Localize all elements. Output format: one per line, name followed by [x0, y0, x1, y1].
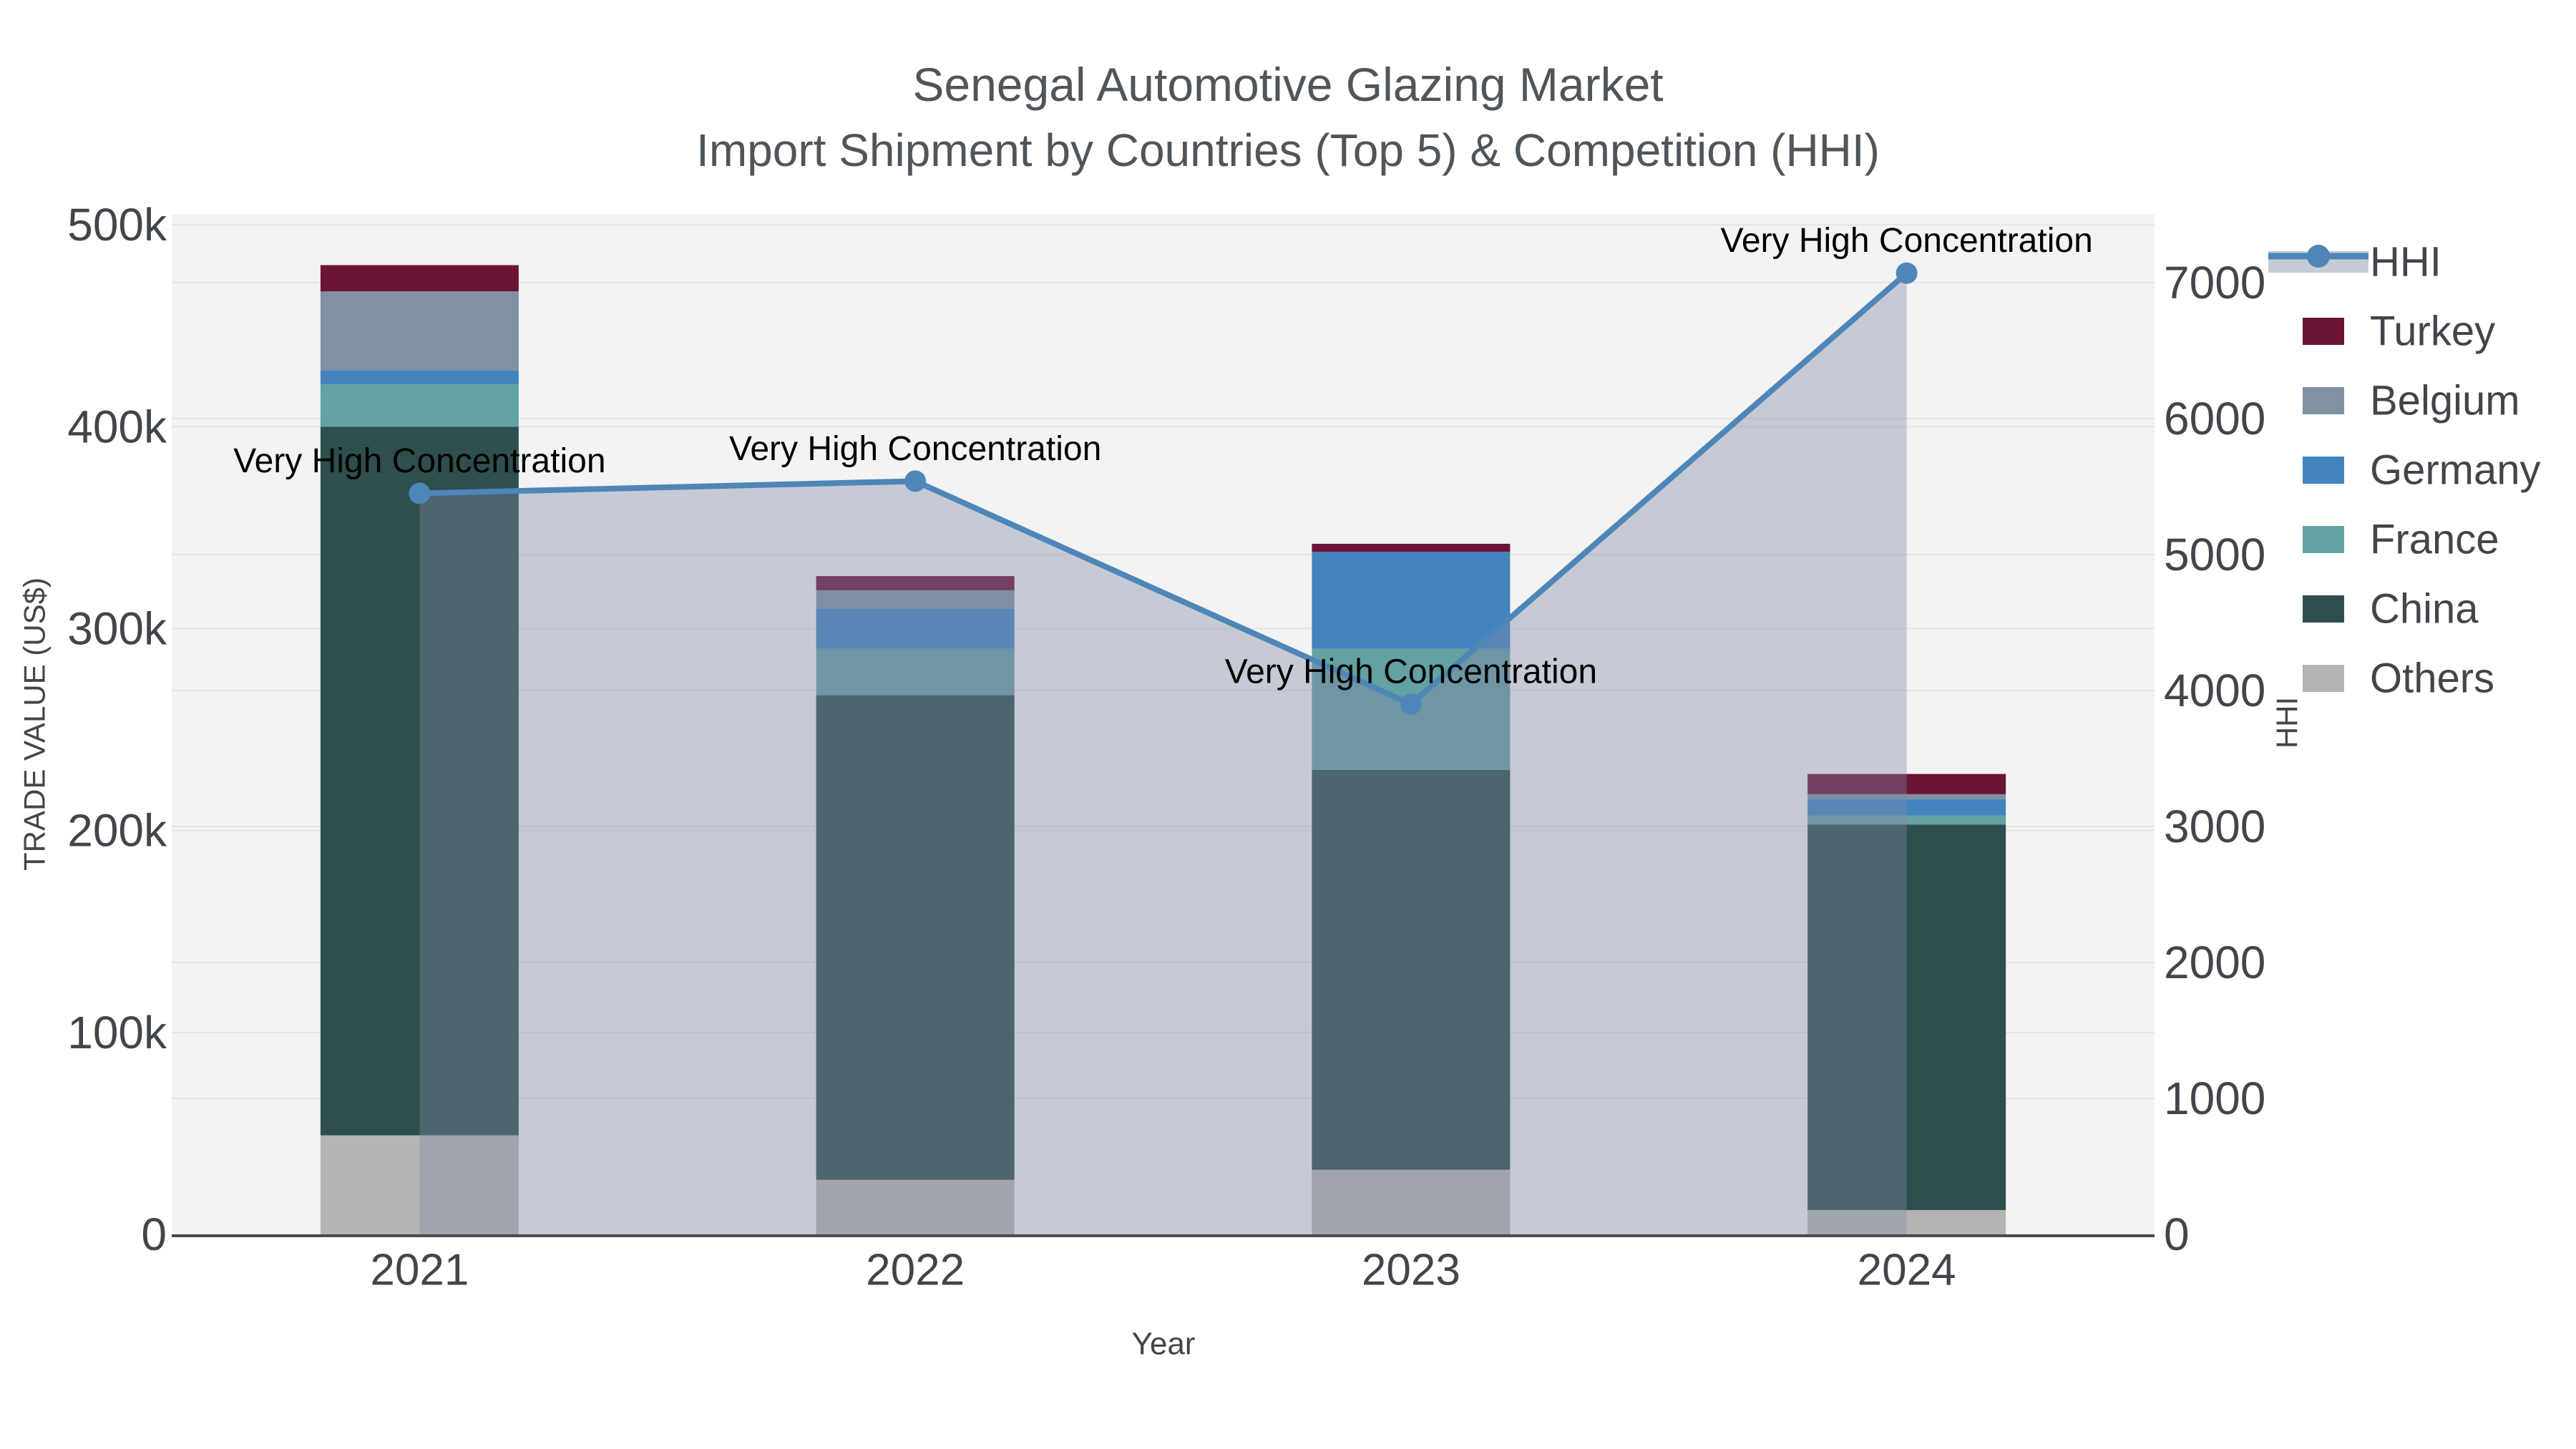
- bar-segment-turkey[interactable]: [320, 265, 519, 292]
- bar-segment-france[interactable]: [816, 648, 1015, 696]
- y-axis-label-left: TRADE VALUE (US$): [18, 577, 52, 871]
- annotation-2023: Very High Concentration: [1225, 653, 1597, 691]
- bar-segment-china[interactable]: [1312, 769, 1511, 1170]
- bar-segment-belgium[interactable]: [320, 291, 519, 371]
- chart-title: Senegal Automotive Glazing Market: [912, 58, 1664, 111]
- y-left-tick-label: 300k: [67, 602, 167, 654]
- x-tick-label: 2022: [866, 1246, 965, 1295]
- bar-segment-belgium[interactable]: [816, 590, 1015, 609]
- bar-segment-china[interactable]: [320, 426, 519, 1136]
- bar-segment-france[interactable]: [320, 384, 519, 427]
- bar-segment-germany[interactable]: [816, 608, 1015, 649]
- y-right-tick-label: 7000: [2164, 257, 2265, 308]
- legend-item-others[interactable]: Others: [2303, 655, 2494, 702]
- annotation-2022: Very High Concentration: [729, 430, 1101, 468]
- legend-swatch: [2303, 665, 2344, 692]
- hhi-area: [419, 273, 1907, 1235]
- bar-segment-turkey[interactable]: [1312, 543, 1511, 552]
- hhi-line: [419, 270, 1909, 707]
- legend-swatch: [2303, 526, 2344, 553]
- legend-item-turkey[interactable]: Turkey: [2303, 308, 2495, 355]
- bar-segment-others[interactable]: [1807, 1210, 2006, 1234]
- y-right-tick-label: 3000: [2164, 801, 2265, 852]
- x-axis-label: Year: [1132, 1327, 1196, 1362]
- bar-segment-turkey[interactable]: [816, 576, 1015, 590]
- hhi-marker-2023[interactable]: [1400, 693, 1422, 715]
- legend-label: Others: [2370, 655, 2494, 702]
- legend-item-france[interactable]: France: [2303, 517, 2499, 563]
- annotation-2021: Very High Concentration: [233, 442, 605, 480]
- legend-hhi-marker-icon: [2307, 245, 2330, 268]
- hhi-marker-2024[interactable]: [1896, 262, 1918, 284]
- legend-item-germany[interactable]: Germany: [2303, 447, 2541, 494]
- chart-title-block: Senegal Automotive Glazing Market Import…: [0, 52, 2576, 183]
- y-right-tick-label: 2000: [2164, 937, 2265, 988]
- bar-segment-belgium[interactable]: [1807, 794, 2006, 799]
- legend-label: Turkey: [2370, 308, 2495, 355]
- legend-label: HHI: [2370, 239, 2441, 286]
- legend-swatch: [2303, 457, 2344, 484]
- y-right-tick-label: 6000: [2164, 393, 2265, 444]
- legend-label: Germany: [2370, 447, 2541, 494]
- legend-swatch: [2303, 595, 2344, 623]
- y-right-tick-label: 1000: [2164, 1073, 2265, 1124]
- bar-segment-others[interactable]: [320, 1135, 519, 1234]
- y-left-tick-label: 0: [141, 1209, 167, 1260]
- legend-swatch: [2303, 387, 2344, 414]
- legend-item-belgium[interactable]: Belgium: [2303, 378, 2520, 424]
- bar-segment-others[interactable]: [816, 1179, 1015, 1234]
- chart-subtitle: Import Shipment by Countries (Top 5) & C…: [696, 125, 1880, 176]
- legend-item-hhi[interactable]: HHI: [2268, 239, 2441, 286]
- hhi-marker-2021[interactable]: [409, 482, 431, 504]
- bar-segment-germany[interactable]: [1807, 799, 2006, 816]
- x-tick-label: 2023: [1362, 1246, 1460, 1295]
- bar-segment-china[interactable]: [816, 695, 1015, 1180]
- bar-segment-others[interactable]: [1312, 1169, 1511, 1234]
- x-tick-label: 2021: [370, 1246, 469, 1295]
- bar-segment-germany[interactable]: [320, 370, 519, 385]
- bar-segment-turkey[interactable]: [1807, 774, 2006, 794]
- y-left-tick-label: 200k: [67, 805, 167, 857]
- legend-label: China: [2370, 586, 2479, 633]
- x-tick-label: 2024: [1858, 1246, 1956, 1295]
- y-left-tick-label: 100k: [67, 1007, 167, 1058]
- legend-item-china[interactable]: China: [2303, 586, 2479, 633]
- legend-label: Belgium: [2370, 378, 2520, 424]
- annotation-2024: Very High Concentration: [1720, 222, 2092, 260]
- y-left-tick-label: 500k: [67, 199, 167, 250]
- bar-segment-france[interactable]: [1807, 815, 2006, 825]
- bar-segment-germany[interactable]: [1312, 552, 1511, 649]
- legend-label: France: [2370, 517, 2499, 563]
- y-right-tick-label: 5000: [2164, 529, 2265, 580]
- y-left-tick-label: 400k: [67, 401, 167, 452]
- y-right-tick-label: 0: [2164, 1209, 2190, 1260]
- hhi-marker-2022[interactable]: [904, 470, 927, 492]
- legend-swatch: [2303, 318, 2344, 345]
- y-axis-label-right: HHI: [2270, 697, 2304, 748]
- bar-segment-china[interactable]: [1807, 824, 2006, 1211]
- y-right-tick-label: 4000: [2164, 665, 2265, 716]
